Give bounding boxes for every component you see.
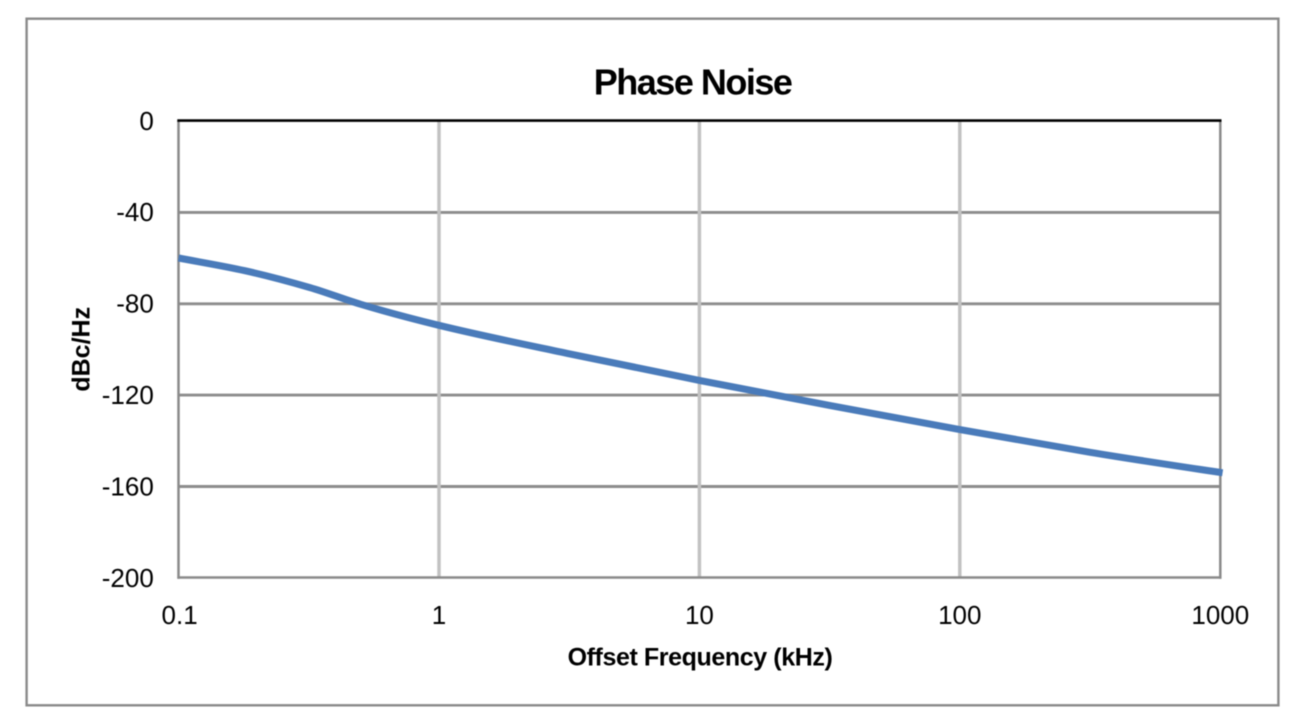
svg-text:1000: 1000 — [1191, 600, 1249, 630]
svg-text:-40: -40 — [116, 197, 154, 227]
svg-text:-80: -80 — [116, 289, 154, 319]
svg-text:-120: -120 — [102, 380, 154, 410]
svg-text:0: 0 — [139, 106, 153, 136]
svg-text:10: 10 — [685, 600, 714, 630]
svg-text:Phase Noise: Phase Noise — [594, 61, 792, 102]
svg-text:-160: -160 — [102, 471, 154, 501]
svg-text:100: 100 — [938, 600, 981, 630]
svg-text:1: 1 — [432, 600, 446, 630]
svg-text:-200: -200 — [102, 563, 154, 593]
svg-text:0.1: 0.1 — [162, 600, 198, 630]
svg-text:Offset Frequency (kHz): Offset Frequency (kHz) — [568, 644, 833, 672]
svg-text:dBc/Hz: dBc/Hz — [68, 307, 96, 392]
